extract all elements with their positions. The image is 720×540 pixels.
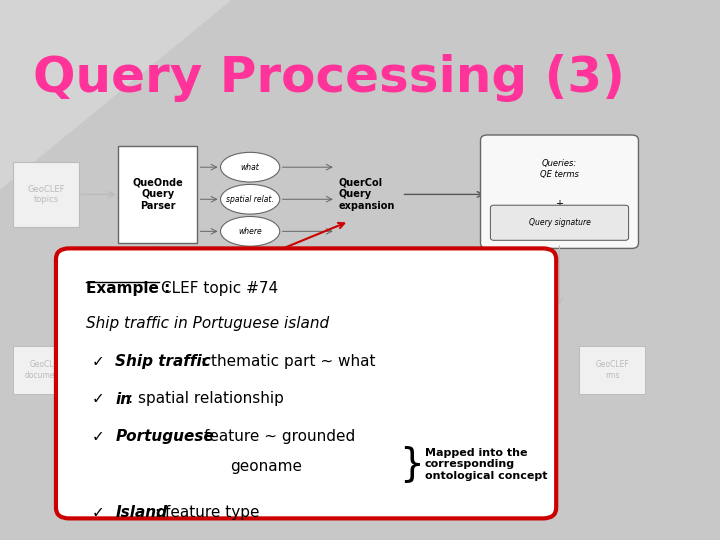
- Ellipse shape: [220, 152, 280, 182]
- Text: Geo
Index: Geo Index: [418, 335, 438, 348]
- Text: what: what: [240, 163, 259, 172]
- Text: : thematic part ~ what: : thematic part ~ what: [201, 354, 375, 369]
- Text: Example :: Example :: [86, 281, 170, 296]
- Text: Indexing: Indexing: [333, 366, 365, 374]
- FancyBboxPatch shape: [13, 162, 79, 227]
- FancyBboxPatch shape: [178, 256, 296, 308]
- Text: GeoCLEF
rms: GeoCLEF rms: [595, 360, 629, 380]
- Ellipse shape: [220, 184, 280, 214]
- FancyBboxPatch shape: [400, 317, 456, 366]
- Text: QuerCol
Query
expansion: QuerCol Query expansion: [339, 178, 395, 211]
- Text: ✓: ✓: [92, 429, 105, 444]
- Text: GeoCLEF
topics: GeoCLEF topics: [27, 185, 65, 204]
- Text: QueOnde
Query
Parser: QueOnde Query Parser: [132, 178, 184, 211]
- FancyBboxPatch shape: [474, 346, 540, 394]
- Text: Queries:
QE terms: Queries: QE terms: [540, 159, 579, 179]
- Text: spatial relat.: spatial relat.: [226, 195, 274, 204]
- Text: }: }: [399, 446, 424, 483]
- FancyBboxPatch shape: [490, 205, 629, 240]
- Text: : feature ~ grounded: : feature ~ grounded: [194, 429, 356, 444]
- Ellipse shape: [220, 217, 280, 246]
- FancyBboxPatch shape: [400, 371, 456, 420]
- FancyBboxPatch shape: [480, 135, 639, 248]
- Text: Ship traffic in Portuguese island: Ship traffic in Portuguese island: [86, 316, 329, 331]
- FancyBboxPatch shape: [13, 346, 79, 394]
- Text: Term
Index: Term Index: [418, 389, 438, 402]
- FancyBboxPatch shape: [579, 346, 645, 394]
- Text: Ship traffic: Ship traffic: [115, 354, 211, 369]
- Text: ✓: ✓: [92, 392, 105, 407]
- FancyBboxPatch shape: [119, 146, 197, 243]
- Text: Geographic
Ontology: Geographic Ontology: [212, 273, 261, 292]
- Text: Mapped into the
corresponding
ontological concept: Mapped into the corresponding ontologica…: [425, 448, 547, 481]
- Text: : feature type: : feature type: [155, 505, 259, 520]
- Text: Island: Island: [115, 505, 167, 520]
- Text: : spatial relationship: : spatial relationship: [128, 392, 284, 407]
- Text: Sidra5
Ranking: Sidra5 Ranking: [491, 360, 523, 380]
- Text: where: where: [238, 227, 262, 236]
- Text: ✓: ✓: [92, 505, 105, 520]
- Text: Portuguese: Portuguese: [115, 429, 214, 444]
- Text: GeoCLEF
documents: GeoCLEF documents: [24, 360, 68, 380]
- Text: Query signature: Query signature: [528, 218, 590, 227]
- FancyBboxPatch shape: [56, 248, 557, 518]
- Text: ✓: ✓: [92, 354, 105, 369]
- Text: +: +: [556, 199, 564, 209]
- Text: geoname: geoname: [230, 459, 302, 474]
- Text: Query Processing (3): Query Processing (3): [33, 54, 625, 102]
- Polygon shape: [0, 0, 230, 189]
- FancyBboxPatch shape: [316, 346, 382, 394]
- Text: in: in: [115, 392, 131, 407]
- Text: CLEF topic #74: CLEF topic #74: [161, 281, 279, 296]
